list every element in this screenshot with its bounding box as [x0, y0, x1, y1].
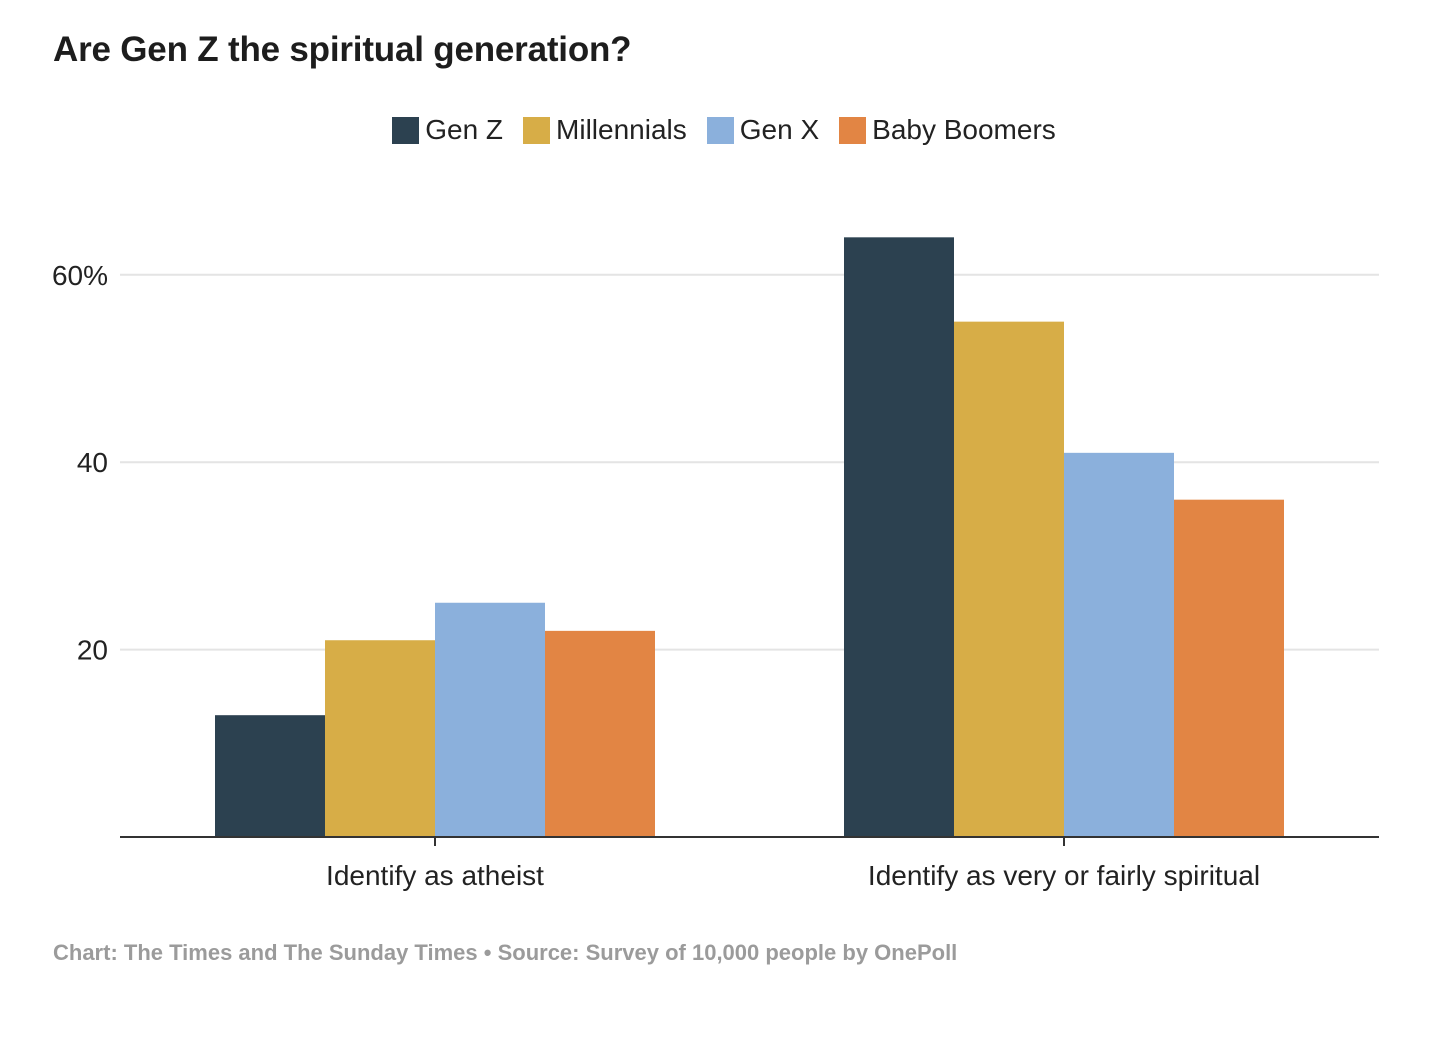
- legend-item: Gen X: [706, 114, 820, 146]
- x-category-label: Identify as very or fairly spiritual: [868, 860, 1260, 891]
- y-tick-label: 20: [77, 635, 108, 666]
- legend-label: Gen X: [739, 114, 820, 145]
- y-tick-label: 40: [77, 447, 108, 478]
- legend: Gen Z Millennials Gen X Baby Boomers: [0, 114, 1448, 146]
- footer-separator: •: [483, 940, 492, 965]
- bar: [435, 602, 545, 837]
- legend-item: Gen Z: [392, 114, 503, 146]
- bar: [215, 715, 325, 837]
- legend-label: Millennials: [556, 114, 687, 145]
- bar: [325, 640, 435, 837]
- bar: [1064, 452, 1174, 837]
- y-tick-label: 60%: [52, 260, 108, 291]
- chart-footer: Chart: The Times and The Sunday Times • …: [53, 940, 957, 966]
- chart-credit: Chart: The Times and The Sunday Times: [53, 940, 478, 965]
- legend-label: Baby Boomers: [872, 114, 1056, 145]
- legend-item: Baby Boomers: [839, 114, 1056, 146]
- bar: [844, 237, 954, 837]
- bar: [954, 321, 1064, 837]
- legend-swatch: [523, 116, 551, 144]
- bar: [545, 630, 655, 837]
- legend-label: Gen Z: [425, 114, 504, 145]
- x-category-label: Identify as atheist: [326, 860, 544, 891]
- chart-title: Are Gen Z the spiritual generation?: [53, 30, 632, 69]
- chart-source: Source: Survey of 10,000 people by OnePo…: [497, 940, 958, 965]
- legend-swatch: [706, 116, 734, 144]
- legend-item: Millennials: [523, 114, 687, 146]
- bar: [1174, 499, 1284, 837]
- legend-swatch: [392, 116, 420, 144]
- legend-swatch: [839, 116, 867, 144]
